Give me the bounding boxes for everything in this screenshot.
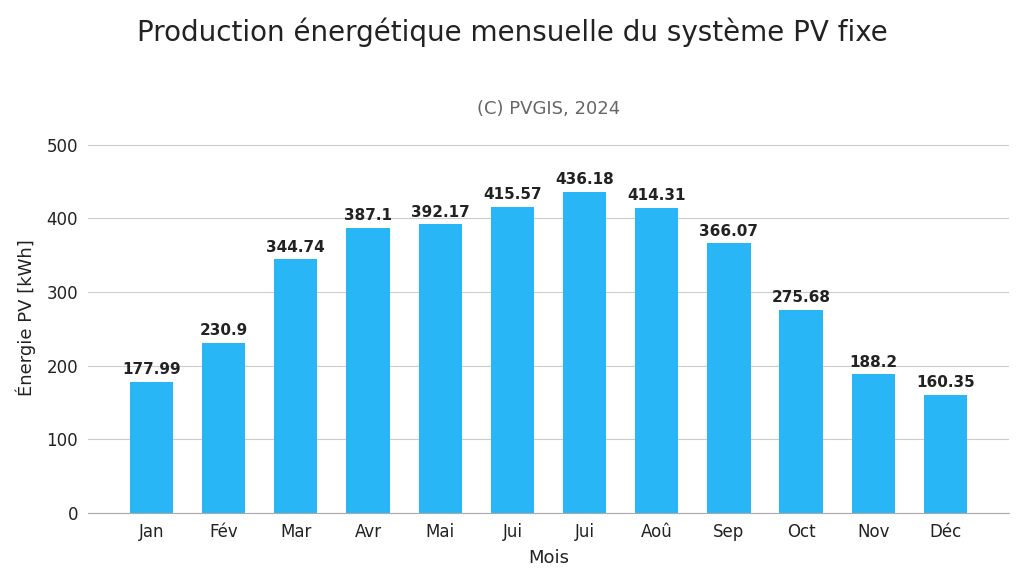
Bar xyxy=(346,228,390,513)
Text: 230.9: 230.9 xyxy=(200,324,248,339)
Text: 414.31: 414.31 xyxy=(628,189,686,203)
Bar xyxy=(779,310,822,513)
Bar xyxy=(202,343,246,513)
Text: 177.99: 177.99 xyxy=(122,363,181,377)
X-axis label: Mois: Mois xyxy=(528,549,569,567)
Text: 415.57: 415.57 xyxy=(483,187,542,203)
Bar xyxy=(852,374,895,513)
Y-axis label: Énergie PV [kWh]: Énergie PV [kWh] xyxy=(15,239,36,396)
Text: 160.35: 160.35 xyxy=(916,375,975,391)
Title: (C) PVGIS, 2024: (C) PVGIS, 2024 xyxy=(477,100,621,118)
Bar xyxy=(635,208,679,513)
Text: 344.74: 344.74 xyxy=(266,240,326,254)
Bar xyxy=(490,207,535,513)
Text: 275.68: 275.68 xyxy=(772,290,830,306)
Text: 366.07: 366.07 xyxy=(699,224,759,239)
Text: 392.17: 392.17 xyxy=(411,205,470,219)
Bar xyxy=(924,395,967,513)
Text: 188.2: 188.2 xyxy=(849,355,897,370)
Text: 387.1: 387.1 xyxy=(344,208,392,223)
Bar xyxy=(563,191,606,513)
Text: 436.18: 436.18 xyxy=(555,172,614,187)
Bar xyxy=(274,259,317,513)
Text: Production énergétique mensuelle du système PV fixe: Production énergétique mensuelle du syst… xyxy=(136,17,888,47)
Bar xyxy=(708,243,751,513)
Bar xyxy=(419,224,462,513)
Bar xyxy=(130,382,173,513)
